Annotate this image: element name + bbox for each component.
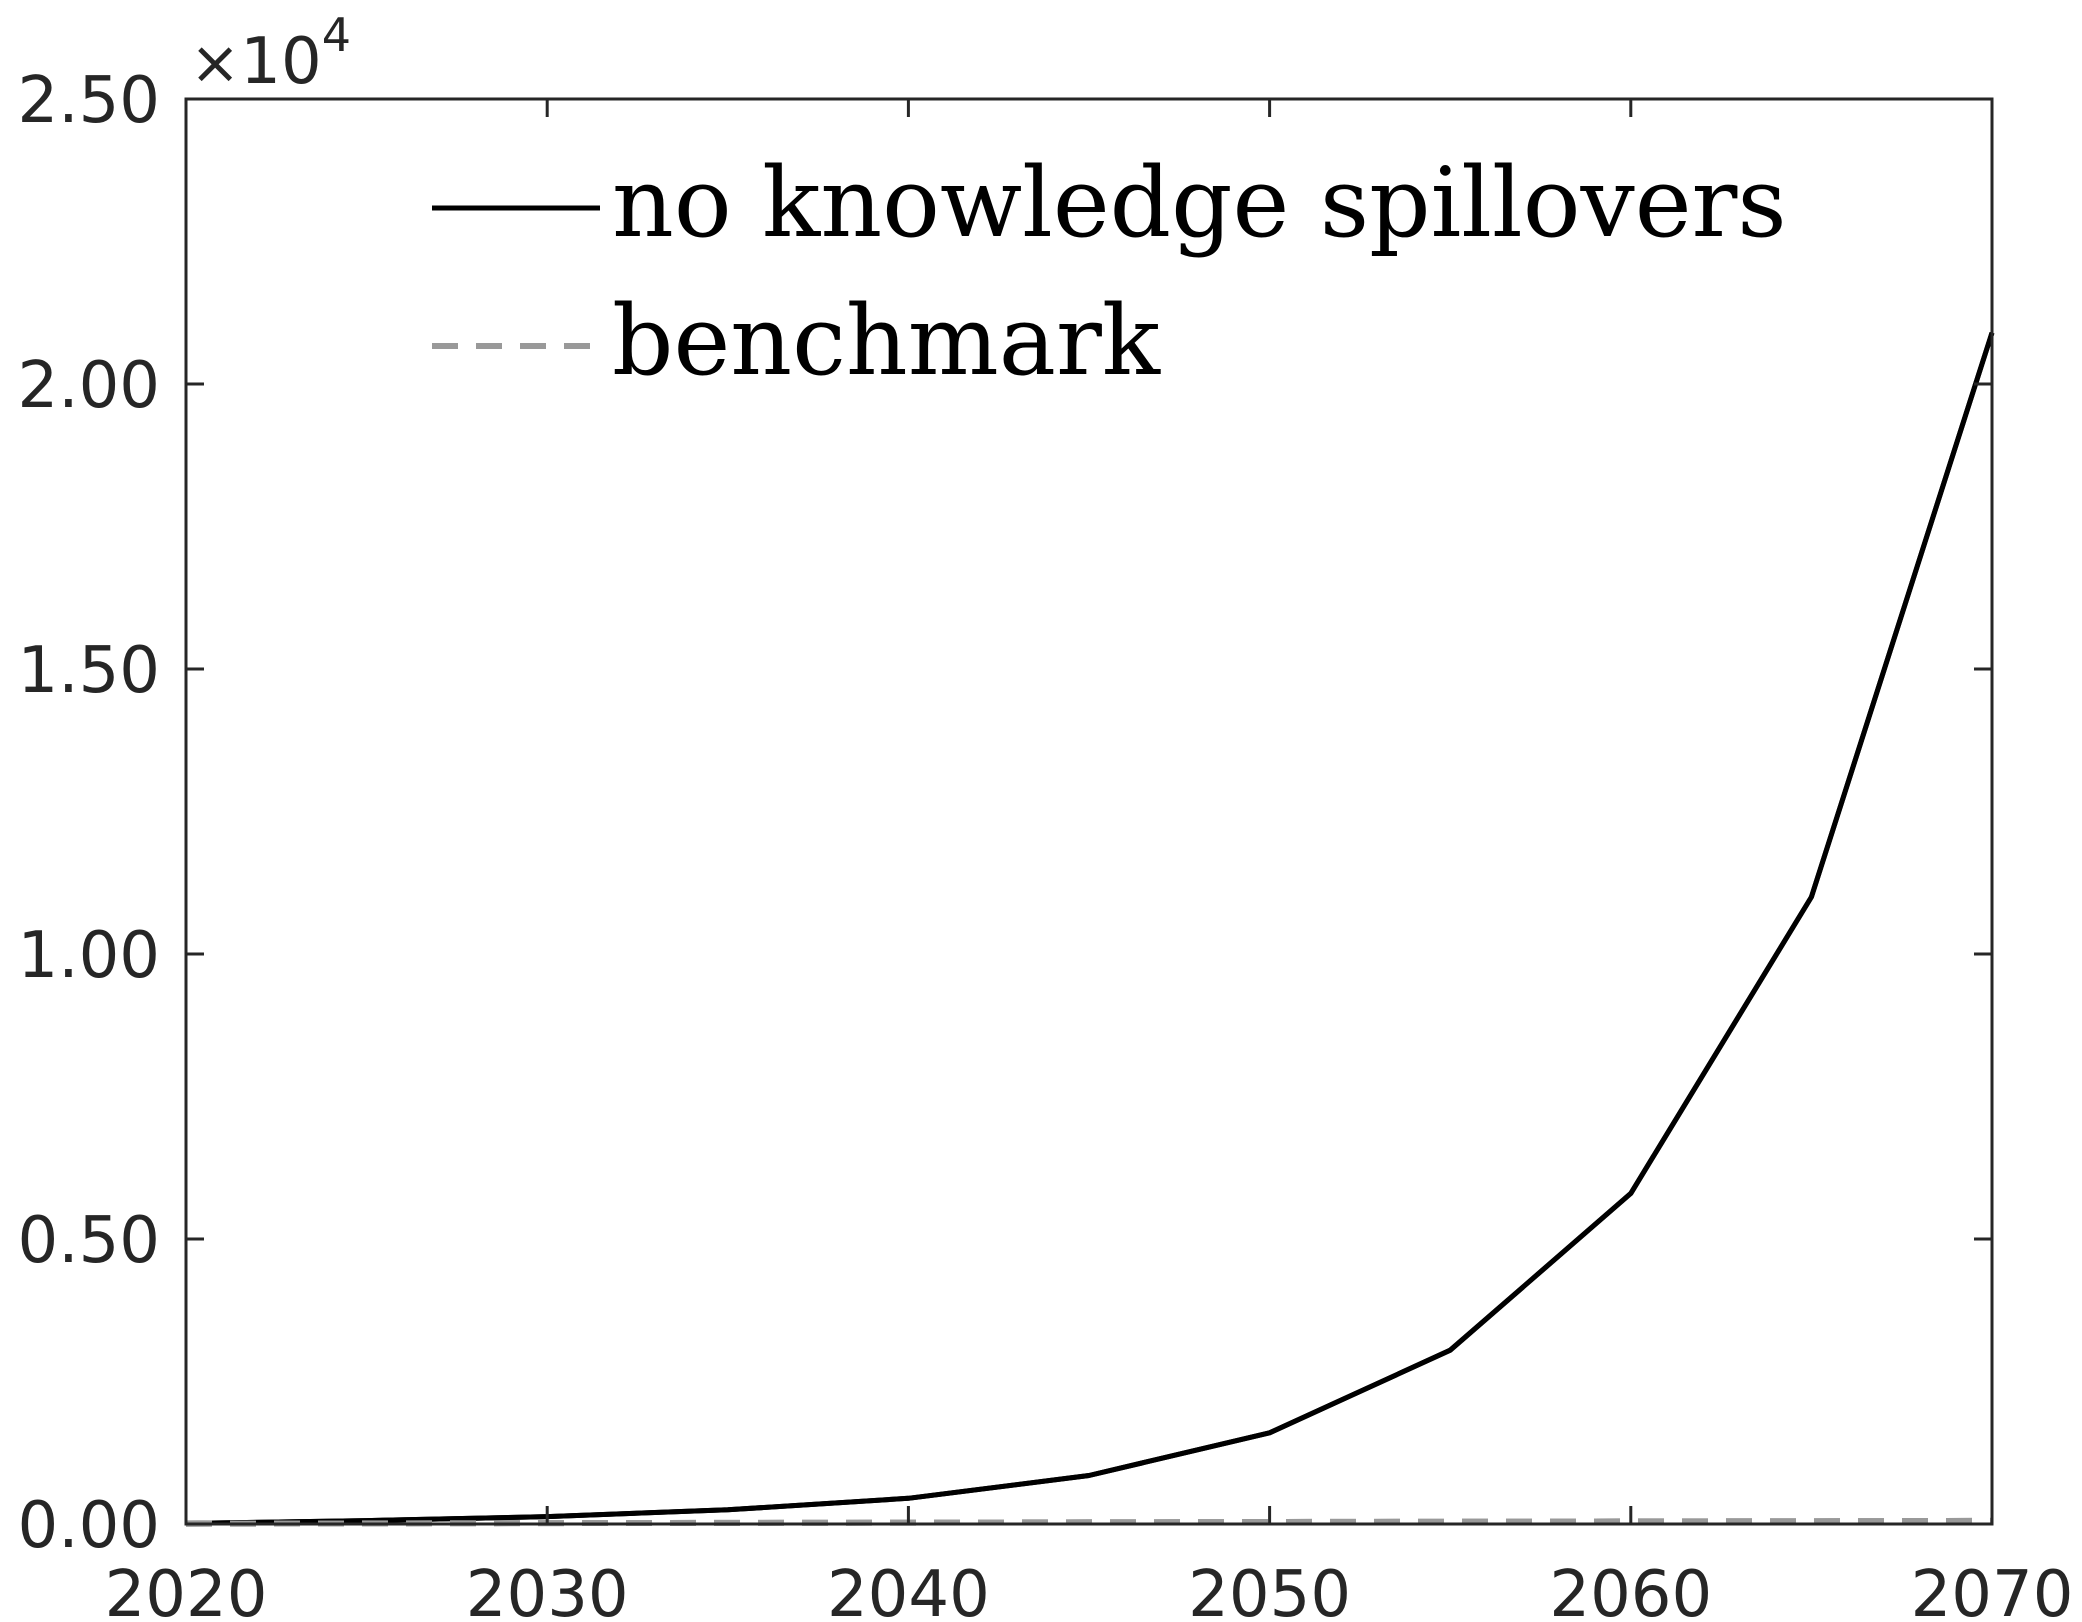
series-line-overlay-no-knowledge-spillovers (185, 331, 1995, 1526)
x-tick-label: 2060 (1549, 1558, 1712, 1622)
y-tick-label: 0.50 (18, 1204, 161, 1278)
series-layer (185, 331, 1995, 1527)
x-tick-label: 2070 (1911, 1558, 2074, 1622)
y-tick-label: 0.00 (18, 1489, 161, 1563)
x-tick-label: 2030 (466, 1558, 629, 1622)
x-tick-label: 2040 (827, 1558, 990, 1622)
y-tick-label: 1.00 (18, 919, 161, 993)
x-tick-label: 2050 (1188, 1558, 1351, 1622)
legend-label-no-knowledge-spillovers: no knowledge spillovers (612, 147, 1787, 259)
legend-label-benchmark: benchmark (612, 285, 1161, 397)
series-line-no-knowledge-spillovers (185, 331, 1995, 1526)
exponent-base: 10 (240, 25, 321, 99)
y-tick-label: 2.50 (18, 64, 161, 138)
exponent-times: × (190, 28, 240, 98)
axes-layer: 2020 2030 2040 2050 2060 2070 0.00 0.50 1.00 1.50… (18, 64, 2074, 1622)
plot-area-frame (184, 97, 1994, 1526)
legend: no knowledge spillovers benchmark (432, 147, 1787, 397)
y-tick-label: 2.00 (18, 349, 161, 423)
exponent-power: 4 (322, 8, 351, 62)
series-line-overlay-benchmark (185, 1517, 1993, 1527)
x-tick-label: 2020 (105, 1558, 268, 1622)
y-tick-label: 1.50 (18, 634, 161, 708)
y-axis-exponent-label: ×104 (190, 8, 351, 99)
